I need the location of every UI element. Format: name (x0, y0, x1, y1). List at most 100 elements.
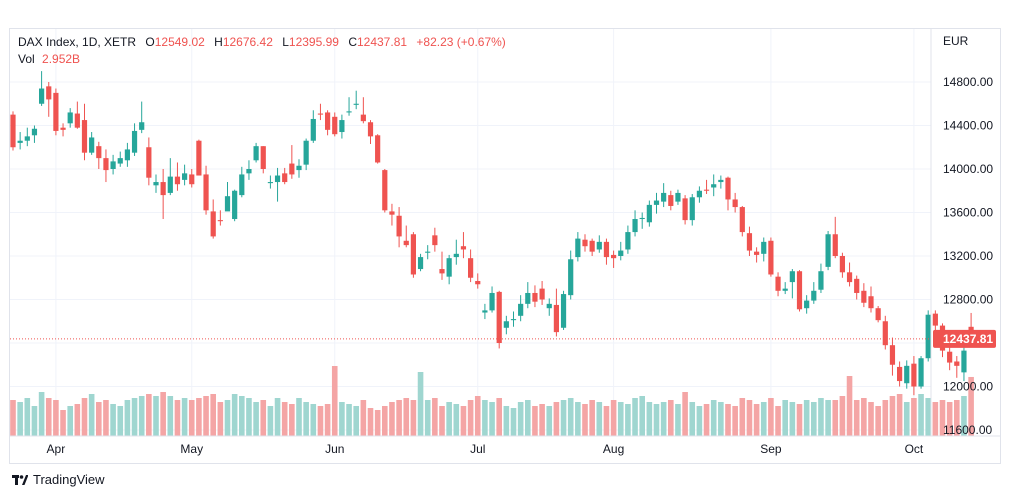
candle-body (746, 233, 753, 251)
volume-bar (954, 400, 960, 436)
volume-bar (789, 402, 796, 436)
candle-body (532, 292, 538, 302)
brand-label: TradingView (33, 472, 105, 487)
candle-body (725, 177, 731, 200)
candle-body (24, 136, 30, 141)
candle-body (46, 86, 52, 100)
candle-body (839, 256, 845, 273)
candle-body (67, 112, 73, 124)
volume-bar (882, 400, 889, 436)
volume-bar (246, 398, 252, 436)
volume-bar (360, 400, 367, 436)
candle-body (854, 278, 860, 293)
candle-body (668, 195, 674, 206)
candle-body (360, 114, 366, 122)
volume-bar (403, 398, 410, 436)
candle-body (417, 257, 424, 270)
candle-body (546, 303, 552, 309)
volume-bar (732, 406, 738, 436)
candle-body (918, 358, 924, 387)
volume-bar (575, 402, 581, 436)
volume-bar (303, 402, 309, 436)
candle-body (382, 170, 388, 211)
volume-bar (525, 400, 531, 436)
candle-body (553, 304, 559, 333)
candle-body (904, 365, 910, 384)
volume-bar (675, 404, 681, 436)
volume-bar (939, 400, 946, 436)
volume-bar (174, 400, 181, 436)
y-tick-label: 13200.00 (943, 249, 993, 263)
volume-bar (74, 404, 81, 436)
candle-body (160, 182, 166, 196)
candle-body (453, 253, 459, 258)
x-tick-label: Sep (760, 442, 782, 456)
candle-body (525, 292, 531, 304)
candle-body (367, 122, 374, 137)
volume-bar (274, 398, 281, 436)
tradingview-attribution[interactable]: TradingView (12, 472, 105, 487)
volume-bar (582, 404, 588, 436)
last-price-label: 12437.81 (943, 332, 993, 346)
volume-bar (710, 400, 717, 436)
volume-bar (446, 402, 452, 436)
volume-bar (424, 400, 431, 436)
candle-body (246, 169, 252, 174)
volume-bar (324, 404, 331, 436)
volume-bar (739, 398, 746, 436)
candle-body (217, 220, 223, 222)
candle-body (239, 174, 245, 196)
candle-body (775, 276, 781, 291)
candle-body (875, 308, 881, 321)
tradingview-logo-icon (12, 474, 28, 485)
x-tick-label: Jul (470, 442, 485, 456)
candle-body (961, 350, 967, 373)
candle-body (153, 182, 159, 186)
candle-body (861, 290, 867, 303)
volume-bar (160, 392, 166, 436)
x-tick-label: Jun (325, 442, 344, 456)
candle-body (410, 234, 416, 275)
candle-body (718, 179, 724, 183)
candle-body (182, 173, 188, 180)
candle-body (897, 366, 903, 382)
candle-body (846, 272, 853, 283)
volume-bar (367, 408, 374, 436)
volume-bar (846, 376, 853, 436)
volume-bar (96, 402, 102, 436)
candle-body (611, 254, 617, 259)
candle-body (174, 176, 181, 185)
volume-bar (396, 400, 402, 436)
candle-body (353, 103, 359, 105)
volume-bar (196, 398, 202, 436)
volume-bar (239, 396, 245, 436)
volume-bar (24, 398, 31, 436)
y-tick-label: 13600.00 (943, 206, 993, 220)
candle-body (303, 140, 309, 165)
volume-bar (961, 396, 967, 436)
volume-bar (374, 410, 381, 436)
candle-body (682, 198, 688, 221)
candle-body (711, 184, 717, 188)
volume-bar (718, 402, 724, 436)
candle-body (618, 250, 624, 256)
high-key: H (214, 35, 223, 49)
volume-bar (81, 398, 88, 436)
candle-body (510, 319, 517, 321)
y-tick-label: 12000.00 (943, 380, 993, 394)
currency-label: EUR (943, 34, 969, 48)
candle-body (346, 111, 352, 113)
change-value: +82.23 (+0.67%) (416, 35, 506, 49)
candle-body (53, 92, 59, 131)
candle-body (139, 122, 145, 130)
volume-bar (181, 398, 188, 436)
candle-body (339, 120, 345, 133)
candle-body (460, 246, 467, 250)
candle-body (131, 130, 138, 153)
volume-bar (567, 398, 574, 436)
candle-body (317, 113, 324, 115)
candle-body (468, 258, 474, 278)
volume-bar (703, 404, 710, 436)
volume-bar (932, 402, 939, 436)
